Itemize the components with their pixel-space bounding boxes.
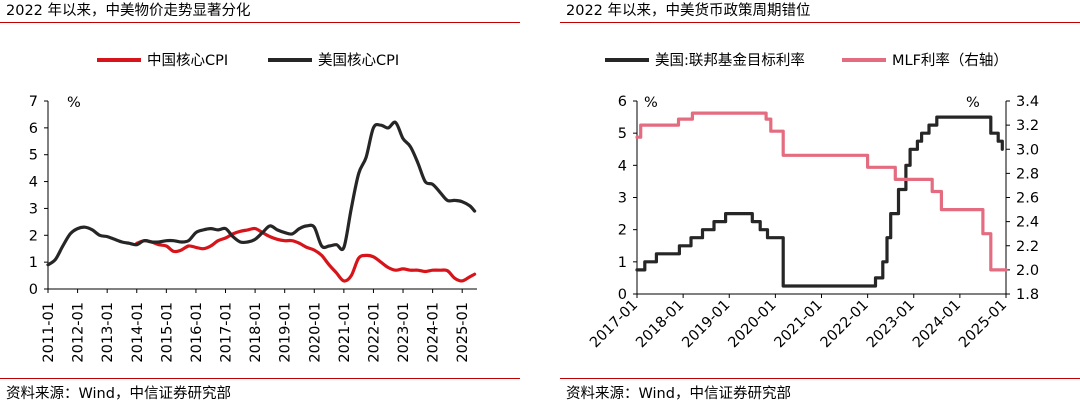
y-tick-label-0: 0 xyxy=(29,282,38,298)
x-tick-label-7: 2018-01 xyxy=(248,302,264,363)
y2-unit-label: % xyxy=(966,95,980,111)
y2-tick-label-4: 2.6 xyxy=(1016,191,1039,207)
x-tick-label-3: 2020-01 xyxy=(726,297,780,351)
y-tick-label-4: 4 xyxy=(29,175,38,191)
right-source-rule xyxy=(560,378,1080,379)
x-tick-label-0: 2011-01 xyxy=(41,302,57,363)
x-tick-label-9: 2020-01 xyxy=(307,302,323,363)
y-tick-label-7: 7 xyxy=(29,94,38,110)
x-tick-label-6: 2017-01 xyxy=(219,302,235,363)
x-tick-label-10: 2021-01 xyxy=(337,302,353,363)
left-title-rule xyxy=(0,22,520,23)
x-tick-label-8: 2019-01 xyxy=(278,302,294,363)
y-tick-label-6: 6 xyxy=(29,121,38,137)
left-chart-panel: 2022 年以来，中美物价走势显著分化 中国核心CPI 美国核心CPI 0 1 2 3 4 5… xyxy=(0,0,520,410)
y-unit-label: % xyxy=(644,95,658,111)
y-tick-label-6: 6 xyxy=(618,94,627,110)
y2-tick-label-0: 1.8 xyxy=(1016,287,1039,303)
series-line-1 xyxy=(135,226,477,283)
x-tick-label-1: 2018-01 xyxy=(633,297,687,351)
legend-label-1: 美国:联邦基金目标利率 xyxy=(655,52,805,69)
legend-label-1: 中国核心CPI xyxy=(147,52,228,69)
x-tick-label-13: 2024-01 xyxy=(426,302,442,363)
x-tick-label-8: 2025-01 xyxy=(956,297,1010,351)
legend-label-2: 美国核心CPI xyxy=(318,52,399,69)
y2-tick-label-3: 2.4 xyxy=(1016,215,1039,231)
left-source-rule xyxy=(0,378,520,379)
y2-tick-label-8: 3.4 xyxy=(1016,94,1039,110)
x-tick-label-6: 2023-01 xyxy=(864,297,918,351)
left-line-chart: 中国核心CPI 美国核心CPI 0 1 2 3 4 5 6 7 % 2011-01 2012-01 201… xyxy=(29,52,477,363)
x-tick-label-14: 2025-01 xyxy=(455,302,471,363)
x-tick-label-5: 2016-01 xyxy=(189,302,205,363)
legend-label-2: MLF利率（右轴） xyxy=(892,52,1008,69)
y-tick-label-5: 5 xyxy=(29,148,38,164)
x-tick-label-12: 2023-01 xyxy=(396,302,412,363)
x-tick-label-7: 2024-01 xyxy=(910,297,964,351)
y2-tick-label-2: 2.2 xyxy=(1016,239,1039,255)
x-tick-label-4: 2021-01 xyxy=(772,297,826,351)
x-tick-label-4: 2015-01 xyxy=(159,302,175,363)
x-tick-label-3: 2014-01 xyxy=(130,302,146,363)
right-source-note: 资料来源：Wind，中信证券研究部 xyxy=(566,386,791,402)
y2-tick-label-6: 3.0 xyxy=(1016,142,1039,158)
y2-tick-label-7: 3.2 xyxy=(1016,118,1039,134)
x-tick-label-1: 2012-01 xyxy=(71,302,87,363)
x-tick-label-0: 2017-01 xyxy=(587,297,641,351)
x-tick-label-5: 2022-01 xyxy=(818,297,872,351)
y-unit-label: % xyxy=(67,95,81,111)
x-tick-label-11: 2022-01 xyxy=(366,302,382,363)
y-tick-label-1: 1 xyxy=(618,255,627,271)
y-tick-label-4: 4 xyxy=(618,158,627,174)
y2-tick-label-5: 2.8 xyxy=(1016,166,1039,182)
y-tick-label-5: 5 xyxy=(618,126,627,142)
y-tick-label-2: 2 xyxy=(618,223,627,239)
series-line-1 xyxy=(635,115,1004,288)
y-tick-label-0: 0 xyxy=(618,287,627,303)
y-tick-label-3: 3 xyxy=(618,191,627,207)
y-tick-label-3: 3 xyxy=(29,201,38,217)
y-tick-label-2: 2 xyxy=(29,228,38,244)
y-tick-label-1: 1 xyxy=(29,255,38,271)
left-source-note: 资料来源：Wind，中信证券研究部 xyxy=(6,386,231,402)
right-chart-title: 2022 年以来，中美货币政策周期错位 xyxy=(566,3,811,19)
right-title-rule xyxy=(560,22,1080,23)
x-tick-label-2: 2013-01 xyxy=(100,302,116,363)
right-line-chart: 美国:联邦基金目标利率 MLF利率（右轴） 0 1 2 3 4 5 6 % 1.8 2.0 2.2 2.4… xyxy=(587,52,1039,351)
right-chart-panel: 2022 年以来，中美货币政策周期错位 美国:联邦基金目标利率 MLF利率（右轴）… xyxy=(560,0,1080,410)
left-chart-title: 2022 年以来，中美物价走势显著分化 xyxy=(6,3,251,19)
y2-tick-label-1: 2.0 xyxy=(1016,263,1039,279)
series-line-2 xyxy=(635,111,1008,272)
x-tick-label-2: 2019-01 xyxy=(679,297,733,351)
series-line-2 xyxy=(46,120,477,267)
